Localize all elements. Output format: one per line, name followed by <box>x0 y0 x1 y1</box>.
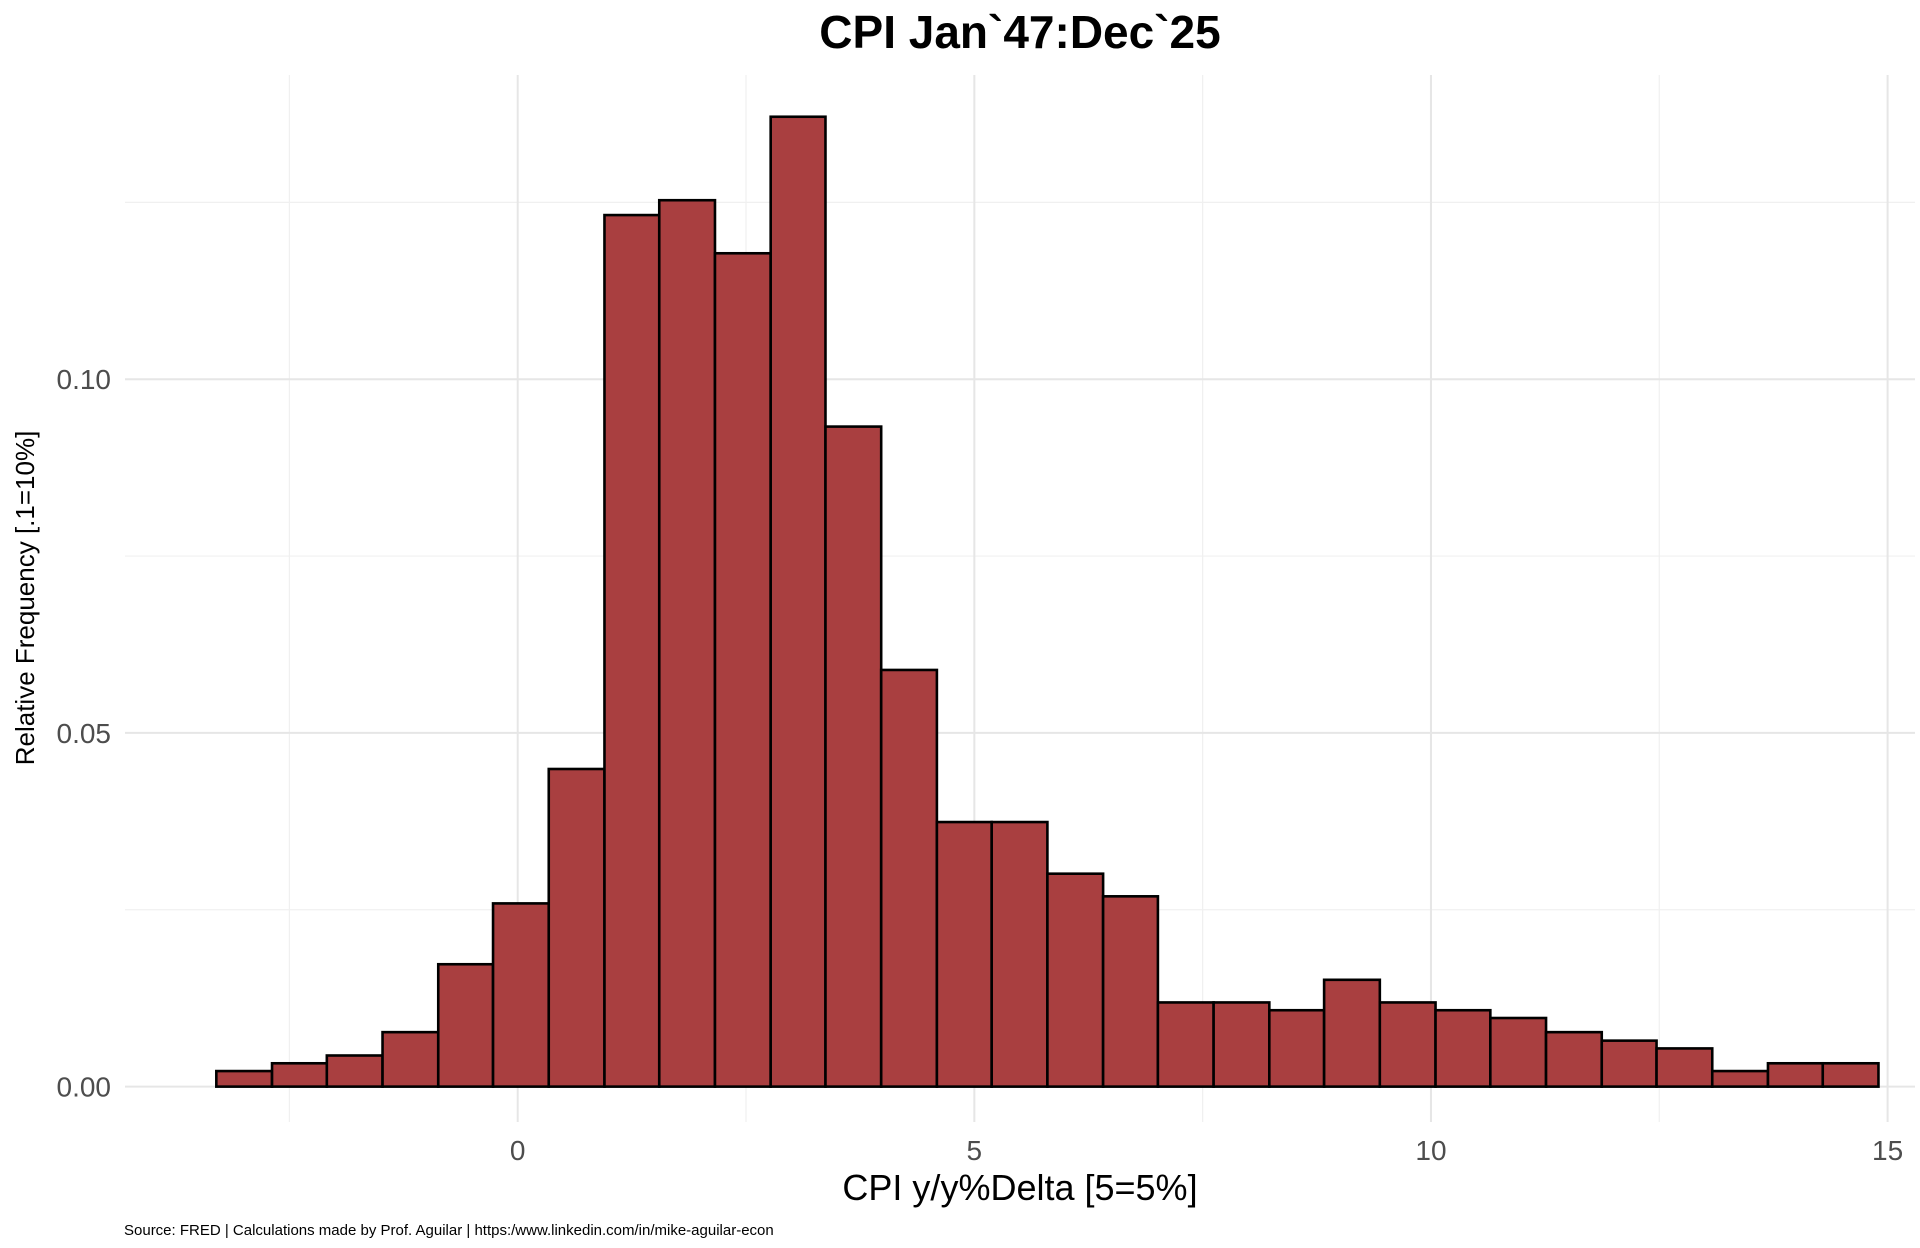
source-caption: Source: FRED | Calculations made by Prof… <box>124 1222 774 1239</box>
x-tick-label: 5 <box>967 1135 983 1166</box>
histogram-bar <box>1212 1001 1271 1088</box>
histogram-bar <box>1710 1069 1770 1088</box>
histogram-bar <box>824 425 883 1088</box>
histogram-bar <box>713 251 772 1088</box>
histogram-bar <box>935 820 993 1088</box>
histogram-bar <box>1655 1047 1714 1088</box>
histogram-bar <box>990 820 1049 1088</box>
histogram-bar <box>879 668 939 1088</box>
y-tick-label: 0.05 <box>57 718 112 749</box>
chart-title: CPI Jan`47:Dec`25 <box>819 6 1220 58</box>
histogram-bar <box>1489 1016 1548 1088</box>
histogram-bar <box>1544 1030 1604 1088</box>
x-tick-label: 15 <box>1872 1135 1903 1166</box>
histogram-bar <box>1378 1001 1437 1088</box>
x-axis-title: CPI y/y%Delta [5=5%] <box>842 1167 1197 1208</box>
histogram-bar <box>1268 1008 1326 1088</box>
y-tick-label: 0.10 <box>57 364 112 395</box>
histogram-bar <box>547 767 606 1088</box>
histogram-bar <box>491 902 551 1088</box>
y-tick-label: 0.00 <box>57 1072 112 1103</box>
histogram-bar <box>1600 1039 1658 1088</box>
histogram-bar <box>603 213 661 1088</box>
y-axis-title: Relative Frequency [.1=10%] <box>10 431 40 766</box>
histogram-bar <box>1821 1061 1880 1088</box>
histogram-bar <box>1766 1061 1825 1088</box>
bars <box>215 115 1880 1088</box>
histogram-bar <box>215 1069 274 1088</box>
histogram-bar <box>1322 978 1382 1088</box>
histogram-bar <box>657 198 717 1088</box>
tick-labels: 0 5 10 15 0.00 0.05 0.10 <box>57 364 1904 1166</box>
histogram-bar <box>325 1054 384 1088</box>
histogram-bar <box>1101 895 1160 1088</box>
histogram-bar <box>436 962 495 1088</box>
x-tick-label: 10 <box>1415 1135 1446 1166</box>
histogram-bar <box>1434 1008 1492 1088</box>
histogram-bar <box>1156 1001 1215 1088</box>
x-tick-label: 0 <box>510 1135 526 1166</box>
histogram-bar <box>270 1061 329 1088</box>
histogram-bar <box>381 1030 440 1088</box>
histogram-bar <box>769 115 827 1088</box>
histogram-bar <box>1046 872 1105 1088</box>
